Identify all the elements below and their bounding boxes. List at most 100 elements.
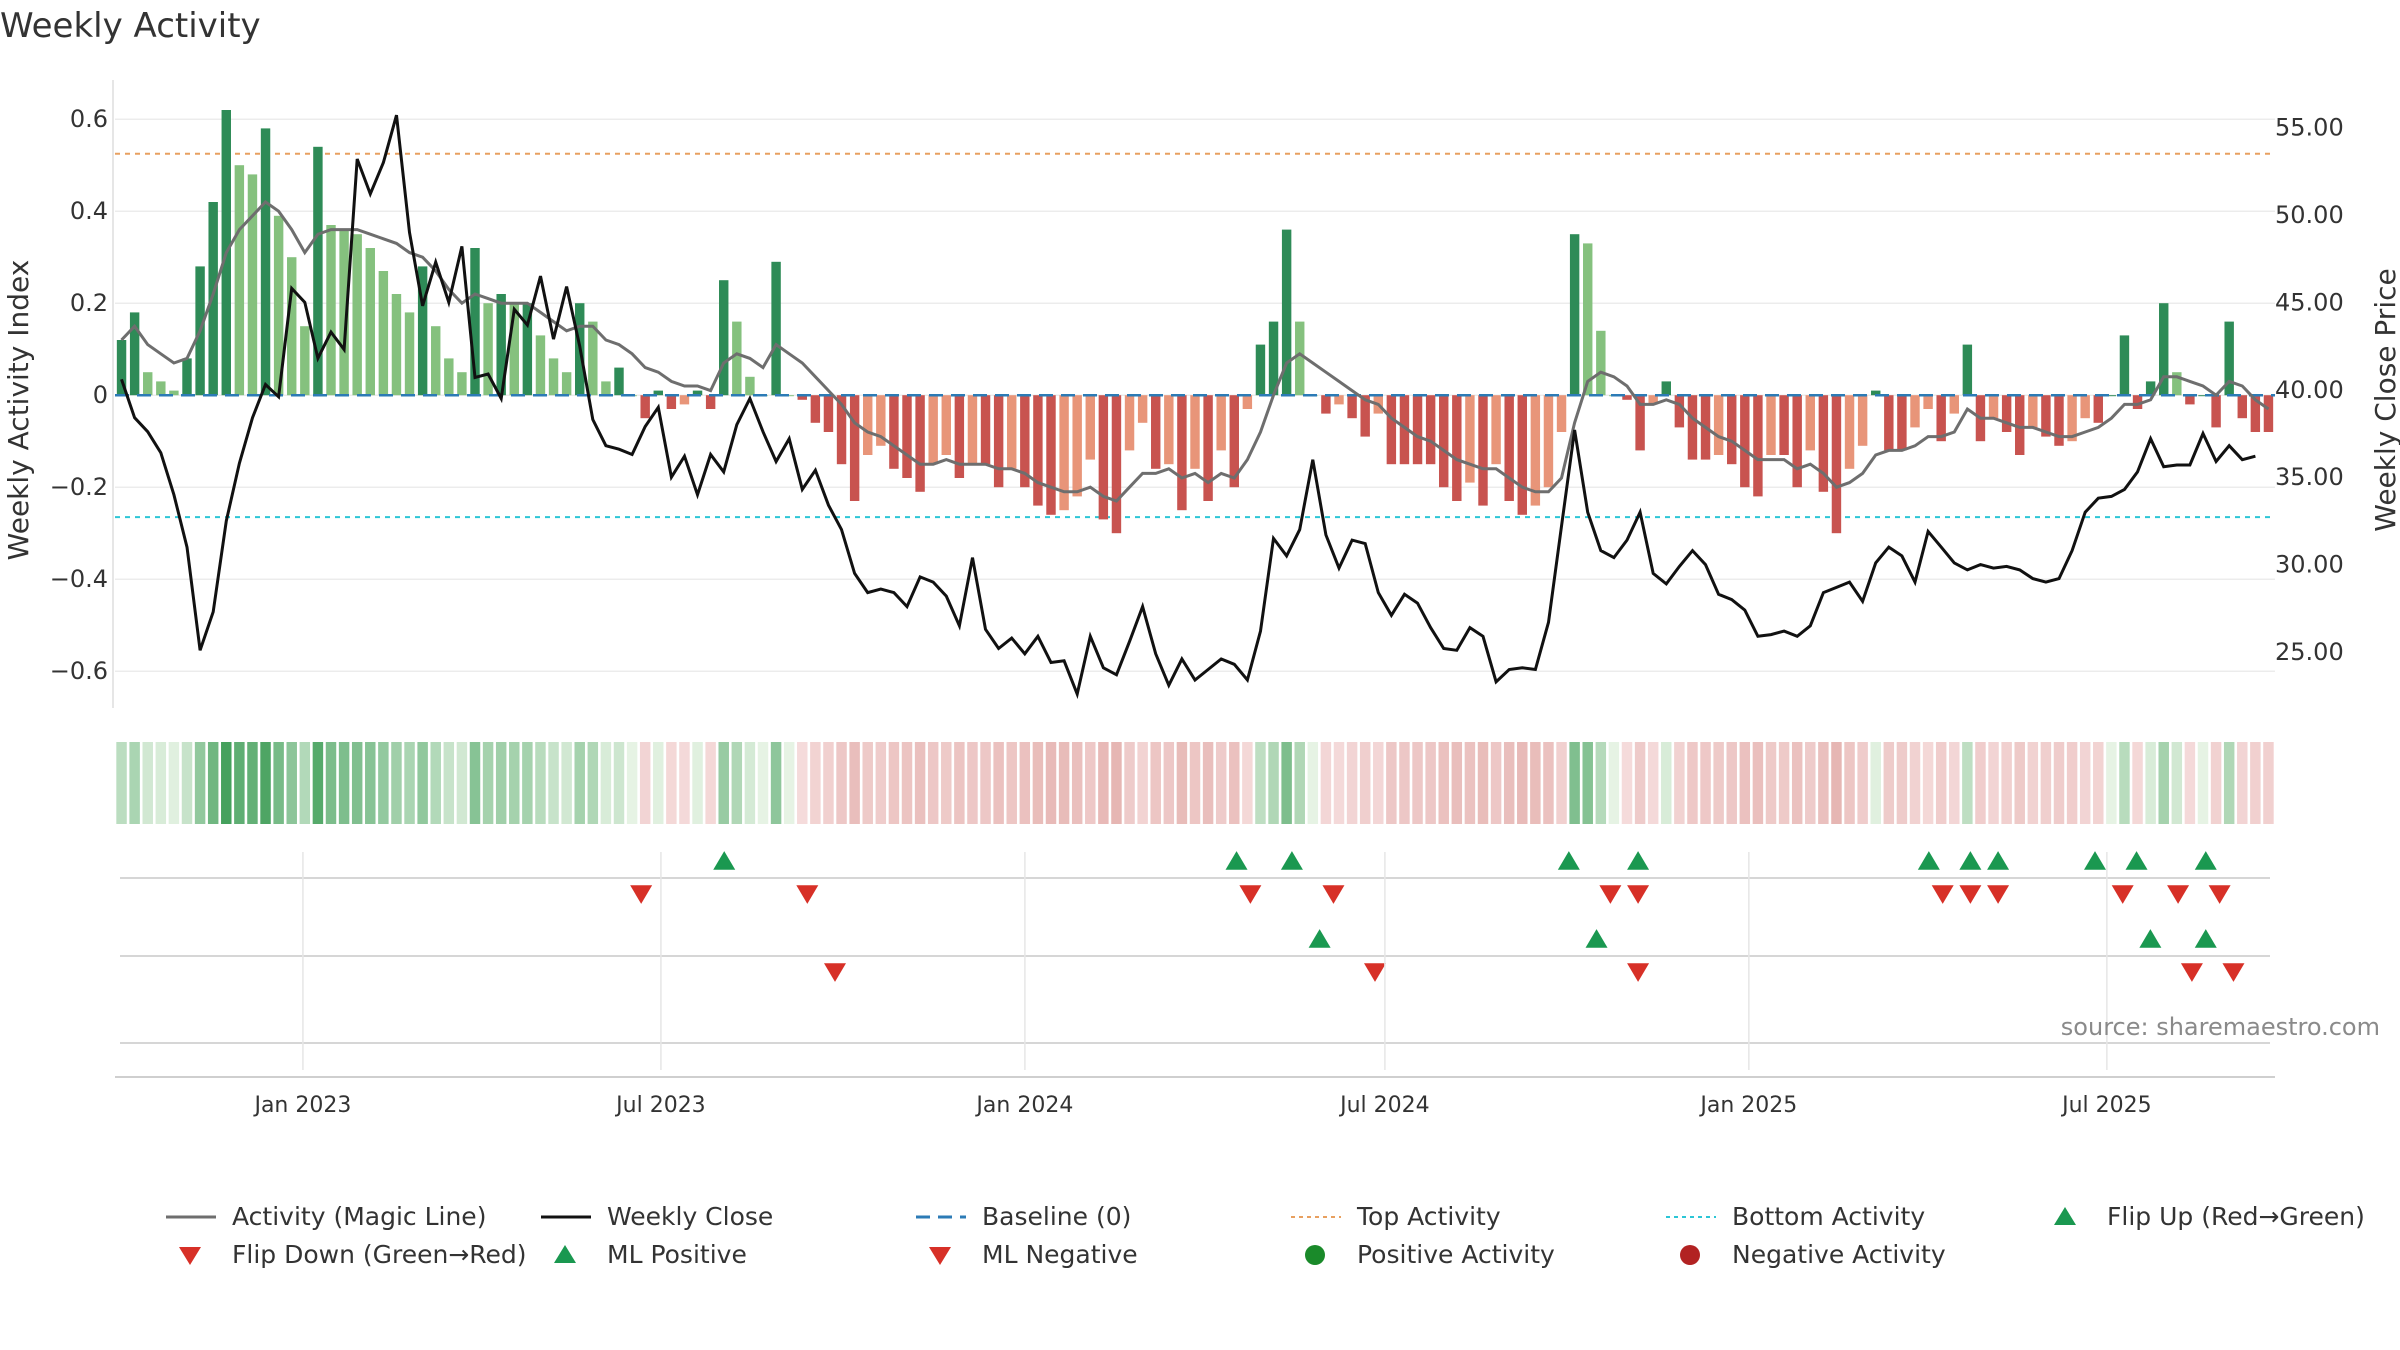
heat-cell bbox=[1517, 742, 1528, 824]
heat-cell bbox=[1464, 742, 1476, 824]
activity-bar bbox=[548, 358, 559, 396]
activity-bar bbox=[2159, 303, 2169, 396]
activity-bar bbox=[1425, 395, 1436, 465]
heat-cell bbox=[836, 742, 847, 824]
activity-bar bbox=[509, 303, 519, 396]
activity-bar bbox=[2185, 395, 2195, 405]
heat-cell bbox=[1307, 742, 1319, 824]
flip-up-marker bbox=[2084, 851, 2106, 870]
heat-cell bbox=[1477, 742, 1489, 824]
flip-down-marker bbox=[1987, 885, 2010, 904]
legend-label: Flip Down (Green→Red) bbox=[232, 1240, 527, 1269]
heat-cell bbox=[1425, 742, 1436, 824]
activity-bar bbox=[1216, 395, 1226, 451]
y2-axis-title: Weekly Close Price bbox=[2369, 268, 2400, 531]
heat-cell bbox=[718, 742, 729, 824]
activity-bar bbox=[797, 395, 807, 400]
activity-bar bbox=[1779, 395, 1789, 455]
heat-cell bbox=[1713, 742, 1724, 824]
legend-item: Positive Activity bbox=[1285, 1240, 1555, 1269]
heat-cell bbox=[260, 742, 271, 824]
heat-cell bbox=[2237, 742, 2248, 824]
legend-symbol bbox=[1291, 1215, 1341, 1218]
heat-cell bbox=[1058, 742, 1070, 824]
heat-cell bbox=[391, 742, 402, 824]
heat-cell bbox=[247, 742, 258, 824]
activity-bar bbox=[1491, 395, 1501, 465]
activity-bar bbox=[889, 395, 899, 469]
x-tick-label: Jan 2025 bbox=[1698, 1093, 1797, 1118]
activity-bar bbox=[836, 395, 847, 465]
activity-bar bbox=[1818, 395, 1829, 492]
activity-bar bbox=[705, 395, 716, 409]
activity-bar bbox=[1884, 395, 1894, 451]
y2-tick-label: 25.00 bbox=[2275, 638, 2344, 666]
activity-bar bbox=[391, 294, 402, 396]
heat-cell bbox=[404, 742, 415, 824]
legend-symbol bbox=[2054, 1206, 2076, 1225]
heat-cell bbox=[639, 742, 651, 824]
activity-bar bbox=[1386, 395, 1397, 465]
y-tick-label: 0.2 bbox=[70, 289, 108, 317]
flip-down-marker bbox=[1239, 885, 1262, 904]
heat-cell bbox=[1359, 742, 1371, 824]
activity-bar bbox=[1412, 395, 1423, 465]
activity-bar bbox=[1936, 395, 1946, 442]
heat-cell bbox=[1805, 742, 1816, 824]
heat-cell bbox=[2210, 742, 2222, 824]
activity-bar bbox=[1766, 395, 1776, 455]
flip-down-marker bbox=[2208, 885, 2231, 904]
heat-cell bbox=[2197, 742, 2209, 824]
legend-symbol bbox=[1680, 1244, 1700, 1265]
activity-bar bbox=[1007, 395, 1017, 469]
heat-cell bbox=[1071, 742, 1083, 824]
source-credit: source: sharemaestro.com bbox=[2060, 1013, 2380, 1041]
heat-cell bbox=[286, 742, 297, 824]
legend-item: Flip Down (Green→Red) bbox=[160, 1240, 527, 1269]
x-tick-label: Jan 2023 bbox=[252, 1093, 351, 1118]
activity-bar bbox=[1871, 390, 1881, 396]
activity-bar bbox=[1399, 395, 1410, 465]
activity-bar bbox=[2054, 395, 2064, 446]
flip-down-marker bbox=[1322, 885, 1345, 904]
legend-label: Negative Activity bbox=[1732, 1240, 1946, 1269]
activity-bar bbox=[2132, 395, 2143, 409]
x-tick-label: Jul 2025 bbox=[2060, 1093, 2152, 1118]
legend-item: Weekly Close bbox=[535, 1202, 773, 1231]
x-axis: Jan 2023 Jul 2023 Jan 2024 Jul 2024 Jan 2025… bbox=[115, 852, 2275, 1118]
heat-cell bbox=[1883, 742, 1895, 824]
activity-bar bbox=[784, 395, 794, 397]
heat-cell bbox=[181, 742, 193, 824]
flip-up-marker bbox=[2194, 851, 2217, 870]
heat-cell bbox=[1634, 742, 1646, 824]
activity-bar bbox=[810, 395, 821, 423]
activity-bar bbox=[378, 271, 389, 396]
heat-cell bbox=[1438, 742, 1449, 824]
y-tick-label: 0 bbox=[93, 381, 108, 409]
heat-cell bbox=[535, 742, 546, 824]
heat-cell bbox=[1687, 742, 1698, 824]
legend-triangle bbox=[929, 1246, 951, 1265]
heat-cell bbox=[2119, 742, 2130, 824]
flip-down-marker bbox=[1599, 885, 1622, 904]
heat-cell bbox=[2132, 742, 2143, 824]
heat-cell bbox=[587, 742, 599, 824]
activity-bar bbox=[2211, 395, 2221, 428]
activity-bar bbox=[1255, 344, 1266, 396]
heat-cell bbox=[1831, 742, 1842, 824]
activity-bar bbox=[444, 358, 454, 396]
activity-bar bbox=[1177, 395, 1187, 511]
legend-item: ML Negative bbox=[910, 1240, 1138, 1269]
heat-cell bbox=[2001, 742, 2012, 824]
activity-bar bbox=[129, 312, 140, 396]
activity-bar bbox=[1910, 395, 1920, 428]
heat-cell bbox=[980, 742, 991, 824]
heat-cell bbox=[482, 742, 494, 824]
activity-bar bbox=[2119, 335, 2130, 396]
activity-bar bbox=[1556, 395, 1567, 432]
activity-bar bbox=[1295, 321, 1305, 396]
heat-cell bbox=[351, 742, 363, 824]
activity-bar bbox=[1530, 395, 1541, 506]
activity-bar bbox=[1805, 395, 1815, 451]
activity-bar bbox=[1988, 395, 1999, 419]
